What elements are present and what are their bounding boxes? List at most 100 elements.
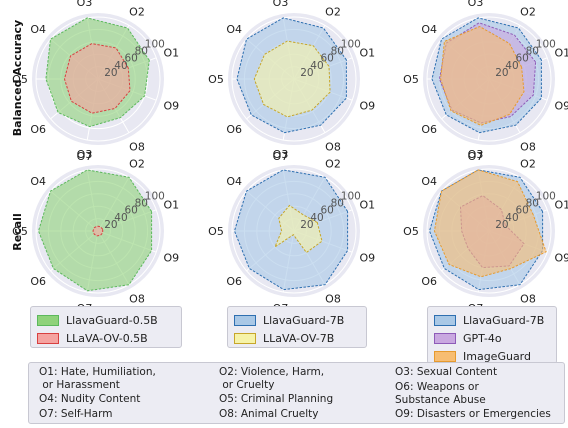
key-o5: O5: Criminal Planning [219,393,334,405]
key-o4: O4: Nudity Content [39,393,141,405]
row-label-balanced-accuracy: Balanced Accuracy [11,20,24,136]
axis-label-o2: O2 [129,158,145,171]
axis-label-o4: O4 [421,23,437,36]
axis-label-o3: O3 [468,0,484,9]
key-o1: O1: Hate, Humiliation, or Harassment [39,366,156,391]
radial-tick-label: 60 [125,205,138,217]
radial-tick-label: 60 [125,53,138,65]
axis-label-o2: O2 [520,6,536,19]
radial-tick-label: 20 [495,67,508,79]
radial-tick-label: 80 [135,46,148,58]
radial-tick-label: 20 [495,219,508,231]
category-key: O1: Hate, Humiliation, or Harassment O2:… [28,362,565,424]
axis-label-o3: O3 [273,148,289,161]
axis-label-o2: O2 [520,158,536,171]
radial-tick-label: 100 [145,190,165,202]
radial-tick-label: 100 [341,38,361,50]
axis-label-o8: O8 [325,293,341,306]
axis-label-o5: O5 [208,73,224,86]
axis-label-o5: O5 [403,73,419,86]
radial-tick-label: 80 [331,46,344,58]
row-label-recall: Recall [11,213,24,250]
legend-swatch [434,350,456,362]
radar-series-polygon [253,40,331,118]
radar-series-polygon [92,225,104,237]
radial-tick-label: 100 [341,190,361,202]
axis-label-o7: O7 [468,150,484,163]
legend-item: LlavaGuard-0.5B [37,311,175,329]
axis-label-o8: O8 [129,293,145,306]
radial-tick-label: 60 [321,53,334,65]
legend-swatch [434,314,456,326]
radial-tick-label: 40 [505,212,518,224]
axis-label-o9: O9 [554,100,568,113]
axis-label-o6: O6 [30,275,46,288]
radial-tick-label: 20 [300,219,313,231]
radial-tick-label: 100 [536,38,556,50]
legend-item: LLaVA-OV-0.5B [37,329,175,347]
axis-label-o5: O5 [12,225,28,238]
legend-label: LlavaGuard-0.5B [66,313,158,327]
axis-label-o1: O1 [359,198,375,211]
legend-label: ImageGuard [463,349,531,363]
key-o6: O6: Weapons or Substance Abuse [395,381,486,406]
radial-tick-label: 40 [505,60,518,72]
legend-item: LLaVA-OV-7B [234,329,360,347]
legend-swatch [37,314,59,326]
axis-label-o6: O6 [30,123,46,136]
legend-label: LlavaGuard-7B [463,313,545,327]
radial-tick-label: 60 [516,53,529,65]
axis-label-o9: O9 [163,100,179,113]
axis-label-o3: O3 [77,148,93,161]
axis-label-o4: O4 [226,23,242,36]
radial-tick-label: 40 [114,60,127,72]
legend-swatch [434,332,456,344]
legend-swatch [234,314,256,326]
axis-label-o9: O9 [359,100,375,113]
radar-series-polygon [273,204,323,254]
radar-series-polygon [440,25,525,126]
axis-label-o3: O3 [77,0,93,9]
radial-tick-label: 20 [104,67,117,79]
radial-tick-label: 20 [300,67,313,79]
legend-swatch [37,332,59,344]
axis-label-o1: O1 [359,46,375,59]
legend-label: LLaVA-OV-0.5B [66,331,148,345]
axis-label-o8: O8 [129,141,145,154]
radar-panels: 20406080100O1O2O3O4O5O6O7O8O920406080100… [12,0,568,315]
radial-tick-label: 20 [104,219,117,231]
legend-col1: LlavaGuard-0.5B LLaVA-OV-0.5B [30,306,182,348]
radial-tick-label: 40 [114,212,127,224]
key-o9: O9: Disasters or Emergencies [395,408,551,420]
axis-label-o4: O4 [30,23,46,36]
legend-col2: LlavaGuard-7B LLaVA-OV-7B [227,306,367,348]
key-o7: O7: Self-Harm [39,408,113,420]
axis-label-o1: O1 [554,46,568,59]
axis-label-o6: O6 [421,275,437,288]
axis-label-o9: O9 [554,252,568,265]
axis-label-o7: O7 [77,150,93,163]
axis-label-o8: O8 [520,293,536,306]
axis-label-o3: O3 [468,148,484,161]
axis-label-o2: O2 [129,6,145,19]
legend-item: GPT-4o [434,329,550,347]
axis-label-o9: O9 [163,252,179,265]
axis-label-o1: O1 [554,198,568,211]
axis-label-o7: O7 [273,150,289,163]
axis-label-o6: O6 [421,123,437,136]
radial-tick-label: 60 [321,205,334,217]
radial-tick-label: 100 [536,190,556,202]
legend-label: LLaVA-OV-7B [263,331,335,345]
legend-label: LlavaGuard-7B [263,313,345,327]
axis-label-o1: O1 [163,46,179,59]
radial-tick-label: 80 [135,198,148,210]
axis-label-o3: O3 [273,0,289,9]
axis-label-o9: O9 [359,252,375,265]
key-o8: O8: Animal Cruelty [219,408,319,420]
radial-tick-label: 40 [310,212,323,224]
legend-item: LlavaGuard-7B [234,311,360,329]
